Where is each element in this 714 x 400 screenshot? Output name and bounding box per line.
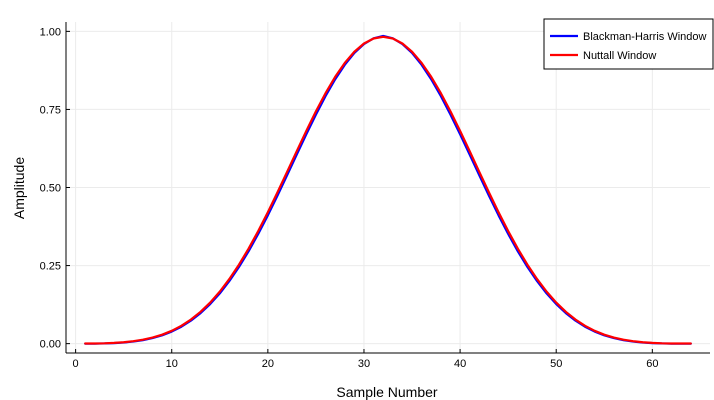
tick-labels: 0 10 20 30 40 50 60 0.00 0.25 0.50 0.75 1.00: [40, 26, 659, 370]
x-tick-label: 60: [646, 358, 658, 370]
y-tick-label: 0.50: [40, 183, 61, 195]
x-tick-label: 40: [454, 358, 466, 370]
series-line-blackman-harris-window: [84, 34, 692, 345]
legend: Blackman-Harris Window Nuttall Window: [543, 18, 714, 70]
y-tick-label: 1.00: [40, 26, 61, 38]
x-tick-label: 0: [73, 358, 79, 370]
legend-frame: [543, 18, 714, 70]
series-line-nuttall-window: [84, 35, 692, 345]
x-axis-title: Sample Number: [336, 384, 437, 400]
legend-label-nuttall: Nuttall Window: [583, 50, 656, 62]
series: [84, 34, 692, 345]
y-tick-label: 0.75: [40, 104, 61, 116]
x-tick-label: 20: [262, 358, 274, 370]
x-tick-label: 50: [550, 358, 562, 370]
y-axis-title: Amplitude: [11, 157, 27, 219]
x-tick-label: 30: [358, 358, 370, 370]
grid: [66, 22, 710, 353]
y-tick-label: 0.25: [40, 261, 61, 273]
axes: [65, 22, 710, 354]
y-tick-label: 0.00: [40, 339, 61, 351]
legend-label-blackman-harris: Blackman-Harris Window: [583, 31, 707, 43]
x-tick-label: 10: [166, 358, 178, 370]
